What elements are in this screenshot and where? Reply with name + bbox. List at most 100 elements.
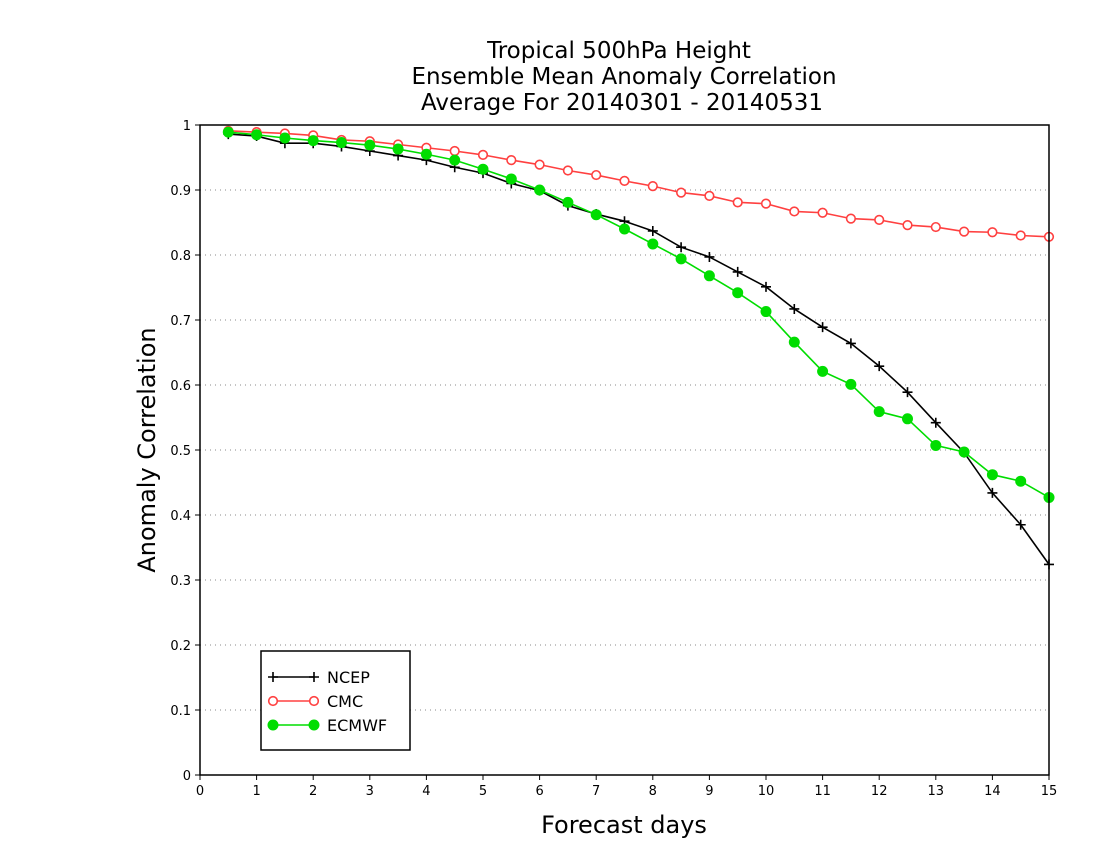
x-tick-label: 7: [592, 784, 600, 799]
data-point-cmc: [534, 159, 545, 170]
data-point-ecmwf: [307, 135, 319, 147]
data-point-ncep: [845, 338, 856, 349]
gridlines: [200, 189, 1049, 711]
y-tick-label: 0.6: [170, 379, 191, 394]
y-axis-label: Anomaly Correlation: [133, 327, 161, 572]
data-point-cmc: [789, 206, 800, 217]
y-tick-label: 0.3: [170, 574, 191, 589]
legend-label-ecmwf: ECMWF: [327, 716, 387, 735]
data-point-cmc: [958, 226, 970, 237]
data-point-ecmwf: [930, 439, 942, 451]
data-point-ecmwf: [534, 184, 546, 196]
data-point-ecmwf: [845, 378, 857, 390]
data-point-ncep: [761, 281, 771, 292]
data-point-ecmwf: [420, 148, 432, 160]
plot-frame: [199, 124, 1050, 776]
y-tick-label: 0.1: [170, 704, 191, 719]
legend-label-ncep: NCEP: [327, 668, 370, 687]
data-point-cmc: [704, 190, 715, 201]
x-tick-label: 3: [366, 784, 374, 799]
x-tick-label: 0: [196, 784, 204, 799]
y-tick-label: 0.8: [170, 249, 191, 264]
legend-entry-cmc: CMC: [267, 692, 363, 711]
legend-marker: [308, 719, 320, 731]
data-point-ncep: [874, 361, 885, 372]
data-point-ecmwf: [986, 469, 998, 481]
chart-title: Tropical 500hPa Height Ensemble Mean Ano…: [411, 38, 836, 116]
legend: NCEP CMC ECMWF: [260, 650, 411, 751]
data-point-ncep: [647, 225, 658, 236]
data-point-cmc: [477, 149, 489, 160]
data-point-cmc: [874, 214, 885, 225]
data-point-cmc: [1015, 230, 1026, 241]
legend-marker: [308, 695, 320, 707]
data-point-ncep: [676, 242, 687, 253]
series-line-ncep: [228, 133, 1050, 565]
y-tick-label: 0.4: [170, 509, 191, 524]
legend-marker: [309, 672, 319, 682]
x-tick-label: 6: [535, 784, 543, 799]
data-point-ncep: [902, 387, 913, 398]
data-point-ecmwf: [449, 154, 461, 166]
data-point-ecmwf: [675, 253, 687, 265]
legend-label-cmc: CMC: [327, 692, 363, 711]
x-tick-label: 13: [928, 784, 945, 799]
data-point-ncep: [930, 417, 941, 428]
data-point-ecmwf: [251, 129, 263, 141]
x-tick-label: 2: [309, 784, 317, 799]
data-point-cmc: [760, 198, 772, 209]
series-ncep: [223, 129, 1054, 570]
data-point-ecmwf: [647, 238, 659, 250]
data-point-cmc: [930, 221, 941, 233]
axis-ticks: 00.10.20.30.40.50.60.70.80.910 1 2 3 4 5 6 7 8 9 1…: [170, 119, 1057, 799]
y-tick-label: 0.2: [170, 639, 191, 654]
data-point-ncep: [1015, 519, 1026, 530]
y-tick-label: 0.9: [170, 184, 191, 199]
data-point-ncep: [817, 322, 828, 333]
x-axis-label: Forecast days: [541, 811, 707, 839]
data-point-cmc: [987, 227, 998, 238]
x-tick-label: 10: [758, 784, 775, 799]
x-tick-label: 15: [1041, 784, 1058, 799]
legend-entries: NCEP CMC ECMWF: [267, 668, 387, 735]
y-tick-label: 0: [183, 769, 191, 784]
data-point-cmc: [902, 220, 913, 231]
data-point-cmc: [817, 207, 828, 218]
x-tick-label: 1: [252, 784, 260, 799]
data-point-cmc: [647, 181, 658, 192]
data-point-ncep: [789, 303, 800, 314]
data-point-ecmwf: [703, 270, 715, 282]
x-tick-label: 8: [649, 784, 657, 799]
data-point-cmc: [591, 169, 602, 181]
data-point-ecmwf: [477, 163, 489, 175]
data-point-ecmwf: [590, 209, 602, 221]
x-tick-label: 9: [705, 784, 713, 799]
series-ecmwf: [222, 126, 1055, 503]
y-tick-label: 1: [183, 119, 191, 134]
data-point-ncep: [704, 251, 715, 262]
data-point-ecmwf: [505, 173, 517, 185]
data-point-ncep: [732, 266, 743, 277]
data-point-ecmwf: [817, 365, 829, 377]
legend-marker: [268, 672, 278, 682]
data-point-cmc: [562, 165, 574, 176]
data-point-ecmwf: [788, 336, 800, 348]
series-line-cmc: [228, 130, 1050, 238]
legend-entry-ecmwf: ECMWF: [267, 716, 387, 735]
data-point-ecmwf: [873, 406, 885, 418]
data-point-ecmwf: [760, 306, 772, 318]
data-point-ecmwf: [562, 196, 574, 208]
data-point-ecmwf: [958, 446, 970, 458]
data-point-ecmwf: [336, 137, 347, 149]
data-point-ecmwf: [1015, 475, 1027, 487]
x-tick-label: 12: [871, 784, 888, 799]
data-point-ncep: [987, 487, 998, 498]
x-tick-label: 11: [814, 784, 831, 799]
legend-marker: [267, 695, 279, 707]
data-point-cmc: [619, 175, 630, 186]
data-point-cmc: [506, 155, 517, 166]
title-line-3: Average For 20140301 - 20140531: [421, 90, 823, 116]
legend-marker: [267, 719, 279, 731]
y-tick-label: 0.7: [170, 314, 191, 329]
